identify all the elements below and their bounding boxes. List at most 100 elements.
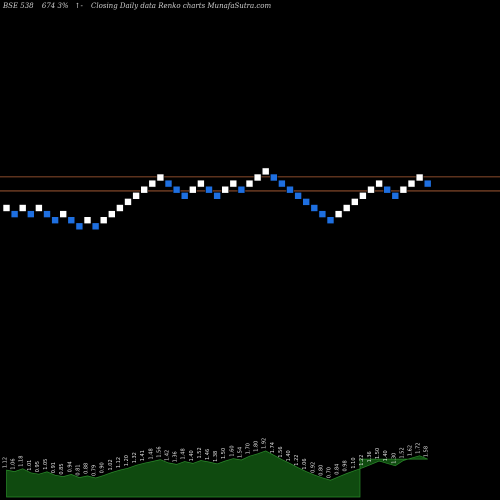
brick-50-up: [407, 179, 416, 188]
brick-6-down: [51, 216, 59, 224]
ticker-label: BSE 538: [3, 2, 34, 10]
volume-label-1: 1.06: [11, 458, 17, 469]
volume-label-49: 1.52: [399, 447, 405, 458]
brick-20-down: [164, 179, 173, 188]
brick-19-up: [156, 173, 165, 182]
brick-10-up: [83, 216, 92, 224]
volume-label-36: 1.22: [294, 455, 300, 466]
brick-3-down: [26, 210, 35, 218]
volume-label-13: 1.02: [108, 459, 114, 470]
brick-34-down: [278, 179, 286, 188]
volume-label-44: 1.22: [359, 455, 365, 466]
brick-42-up: [342, 204, 351, 212]
volume-label-12: 0.90: [100, 462, 106, 473]
brick-37-down: [302, 198, 311, 206]
volume-label-29: 1.54: [237, 447, 243, 458]
volume-label-20: 1.42: [165, 450, 171, 461]
brick-44-up: [359, 192, 367, 200]
brick-40-down: [326, 216, 335, 224]
volume-label-3: 1.01: [27, 460, 33, 471]
brick-35-down: [286, 185, 294, 194]
volume-label-50: 1.62: [408, 445, 414, 456]
brick-33-down: [269, 173, 278, 182]
volume-area: [6, 450, 428, 498]
volume-label-25: 1.46: [205, 449, 211, 460]
volume-label-32: 1.92: [262, 438, 268, 449]
brick-13-up: [108, 210, 116, 218]
volume-label-38: 0.92: [310, 462, 316, 473]
brick-14-up: [116, 204, 124, 212]
brick-48-down: [391, 192, 400, 200]
chart-description: Closing Daily data Renko charts MunafaSu…: [91, 2, 272, 10]
brick-18-up: [148, 179, 157, 188]
volume-label-48: 1.30: [391, 453, 397, 464]
brick-4-up: [35, 204, 43, 212]
brick-52-down: [423, 179, 432, 188]
brick-36-down: [294, 192, 302, 200]
volume-label-43: 1.10: [351, 457, 357, 468]
volume-label-27: 1.50: [221, 448, 227, 459]
volume-label-16: 1.32: [132, 452, 138, 463]
brick-51-up: [415, 173, 424, 182]
volume-label-31: 1.80: [254, 441, 260, 452]
brick-1-down: [10, 210, 19, 218]
volume-label-17: 1.41: [140, 450, 146, 461]
volume-panel: 1.12 1.06 1.18 1.01 0.95 1.05 0.91 0.85 0.94 0.81…: [3, 438, 430, 498]
volume-label-39: 0.80: [318, 465, 324, 476]
volume-label-24: 1.52: [197, 447, 203, 458]
volume-label-41: 0.84: [335, 464, 341, 475]
volume-label-8: 0.94: [67, 461, 73, 472]
brick-22-down: [180, 192, 189, 200]
brick-32-up: [261, 167, 270, 176]
volume-label-5: 1.05: [43, 459, 49, 470]
volume-label-14: 1.12: [116, 457, 122, 468]
brick-21-down: [172, 185, 181, 194]
volume-label-45: 1.36: [367, 451, 373, 462]
brick-28-up: [229, 179, 238, 188]
brick-31-up: [253, 173, 262, 182]
brick-23-up: [189, 185, 197, 194]
volume-label-37: 1.06: [302, 458, 308, 469]
price-change-label: 674 3%: [41, 2, 69, 10]
brick-30-up: [245, 179, 254, 188]
brick-11-down: [91, 222, 100, 231]
brick-17-up: [140, 185, 148, 194]
volume-label-35: 1.40: [286, 450, 292, 461]
volume-label-4: 0.95: [35, 461, 41, 472]
volume-label-7: 0.85: [59, 463, 65, 474]
brick-9-down: [75, 222, 84, 231]
trend-arrow-icon: ↑-: [74, 2, 83, 10]
brick-24-up: [197, 179, 205, 188]
volume-label-47: 1.40: [383, 450, 389, 461]
chart-header: BSE 538 674 3% ↑- Closing Daily data Renk…: [3, 2, 277, 10]
brick-12-up: [99, 216, 108, 224]
volume-label-19: 1.56: [156, 446, 162, 457]
volume-label-42: 0.98: [343, 460, 349, 471]
volume-label-9: 0.81: [75, 464, 81, 475]
brick-8-down: [67, 216, 76, 224]
brick-15-up: [124, 198, 132, 206]
brick-46-up: [375, 179, 383, 188]
volume-label-46: 1.50: [375, 448, 381, 459]
brick-39-down: [318, 210, 327, 218]
volume-label-21: 1.36: [173, 451, 179, 462]
brick-16-up: [132, 192, 140, 200]
brick-49-up: [399, 185, 408, 194]
brick-26-down: [213, 192, 221, 200]
volume-label-11: 0.79: [92, 465, 98, 476]
volume-label-51: 1.72: [416, 443, 422, 454]
brick-45-up: [367, 185, 375, 194]
volume-label-2: 1.18: [19, 456, 25, 467]
volume-label-18: 1.48: [148, 448, 154, 459]
brick-0-up: [2, 204, 11, 212]
volume-label-28: 1.60: [229, 445, 235, 456]
volume-label-34: 1.56: [278, 446, 284, 457]
volume-label-52: 1.58: [424, 446, 430, 457]
brick-47-down: [383, 185, 392, 194]
brick-38-down: [310, 204, 319, 212]
brick-29-down: [237, 185, 246, 194]
volume-label-0: 1.12: [3, 457, 9, 468]
volume-label-40: 0.70: [327, 467, 333, 478]
volume-label-22: 1.48: [181, 448, 187, 459]
